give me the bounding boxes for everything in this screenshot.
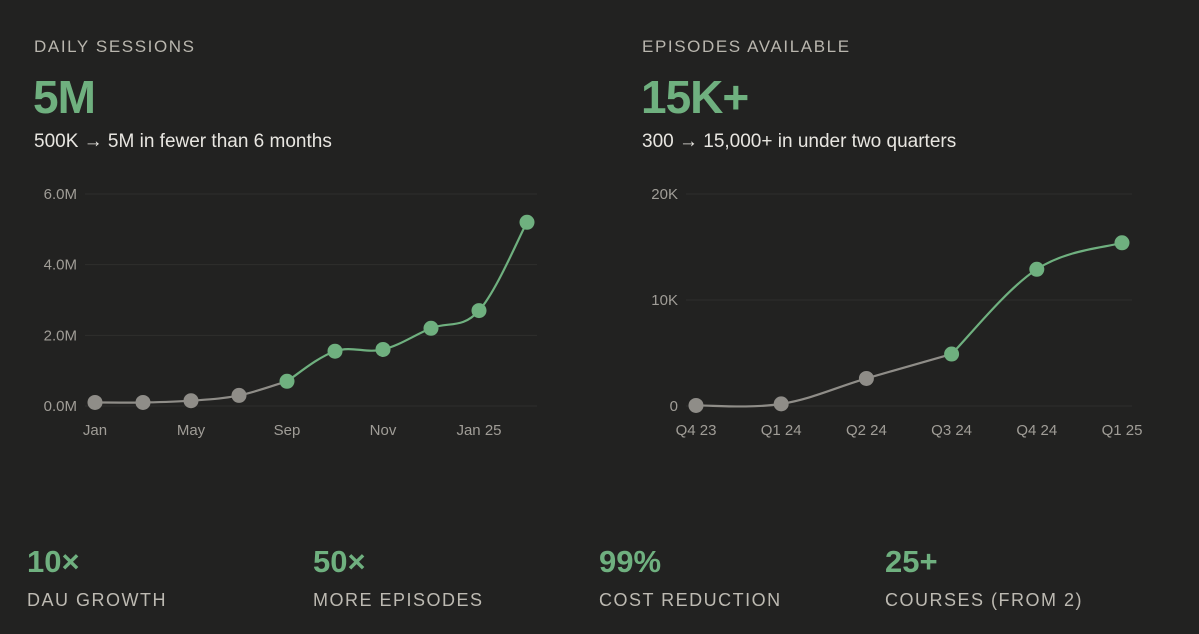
x-tick-label: Q1 24 [761, 422, 802, 439]
data-point [1029, 261, 1045, 277]
stat-label: COURSES (FROM 2) [885, 590, 1084, 610]
data-point [858, 370, 874, 386]
data-point [944, 346, 960, 362]
episodes-eyebrow: EPISODES AVAILABLE [642, 37, 851, 56]
stat-value: 10× [27, 544, 80, 579]
daily-sessions-eyebrow: DAILY SESSIONS [34, 37, 196, 56]
stat-value: 25+ [885, 544, 938, 579]
data-point [327, 343, 343, 359]
stat-dau-growth: 10× DAU GROWTH [27, 544, 167, 611]
daily-sessions-chart: 0.0M 2.0M 4.0M 6.0M Jan May Sep Nov Jan 25 [44, 186, 537, 439]
data-point [688, 397, 704, 413]
stat-label: COST REDUCTION [599, 590, 782, 610]
y-tick-label: 2.0M [44, 327, 77, 344]
episodes-chart: 0 10K 20K Q4 23 Q1 24 Q2 24 Q3 24 Q4 24 Q1 25 [651, 186, 1143, 439]
x-tick-label: Sep [274, 422, 301, 439]
data-point [183, 393, 199, 409]
data-point [423, 320, 439, 336]
x-tick-label: Nov [370, 422, 397, 439]
stat-more-episodes: 50× MORE EPISODES [313, 544, 484, 611]
data-point [87, 394, 103, 410]
data-point [135, 394, 151, 410]
data-point [519, 214, 535, 230]
daily-sessions-subtitle: 500K → 5M in fewer than 6 months [34, 131, 332, 152]
episodes-value: 15K+ [641, 71, 749, 123]
y-tick-label: 0.0M [44, 398, 77, 415]
stat-label: DAU GROWTH [27, 590, 167, 610]
series-line-recent [286, 221, 528, 383]
data-point [279, 373, 295, 389]
x-tick-label: May [177, 422, 206, 439]
daily-sessions-value: 5M [33, 71, 96, 123]
x-tick-label: Q1 25 [1102, 422, 1143, 439]
x-tick-label: Q4 24 [1016, 422, 1057, 439]
data-point [1114, 235, 1130, 251]
y-tick-label: 10K [651, 292, 678, 309]
data-point [773, 396, 789, 412]
x-tick-label: Q4 23 [676, 422, 717, 439]
data-point [471, 303, 487, 319]
y-tick-label: 4.0M [44, 257, 77, 274]
data-point [375, 341, 391, 357]
x-tick-label: Jan 25 [456, 422, 501, 439]
x-tick-label: Q3 24 [931, 422, 972, 439]
series-line-early [695, 353, 952, 408]
stat-label: MORE EPISODES [313, 590, 484, 610]
y-tick-label: 6.0M [44, 186, 77, 203]
y-tick-label: 0 [670, 398, 678, 415]
stat-value: 99% [599, 544, 662, 579]
data-point [231, 387, 247, 403]
stat-value: 50× [313, 544, 366, 579]
stat-courses: 25+ COURSES (FROM 2) [885, 544, 1083, 611]
x-tick-label: Jan [83, 422, 107, 439]
series-line-recent [950, 241, 1123, 355]
x-tick-label: Q2 24 [846, 422, 887, 439]
y-tick-label: 20K [651, 186, 678, 203]
episodes-subtitle: 300 → 15,000+ in under two quarters [642, 131, 957, 152]
stat-cost-reduction: 99% COST REDUCTION [599, 544, 782, 611]
